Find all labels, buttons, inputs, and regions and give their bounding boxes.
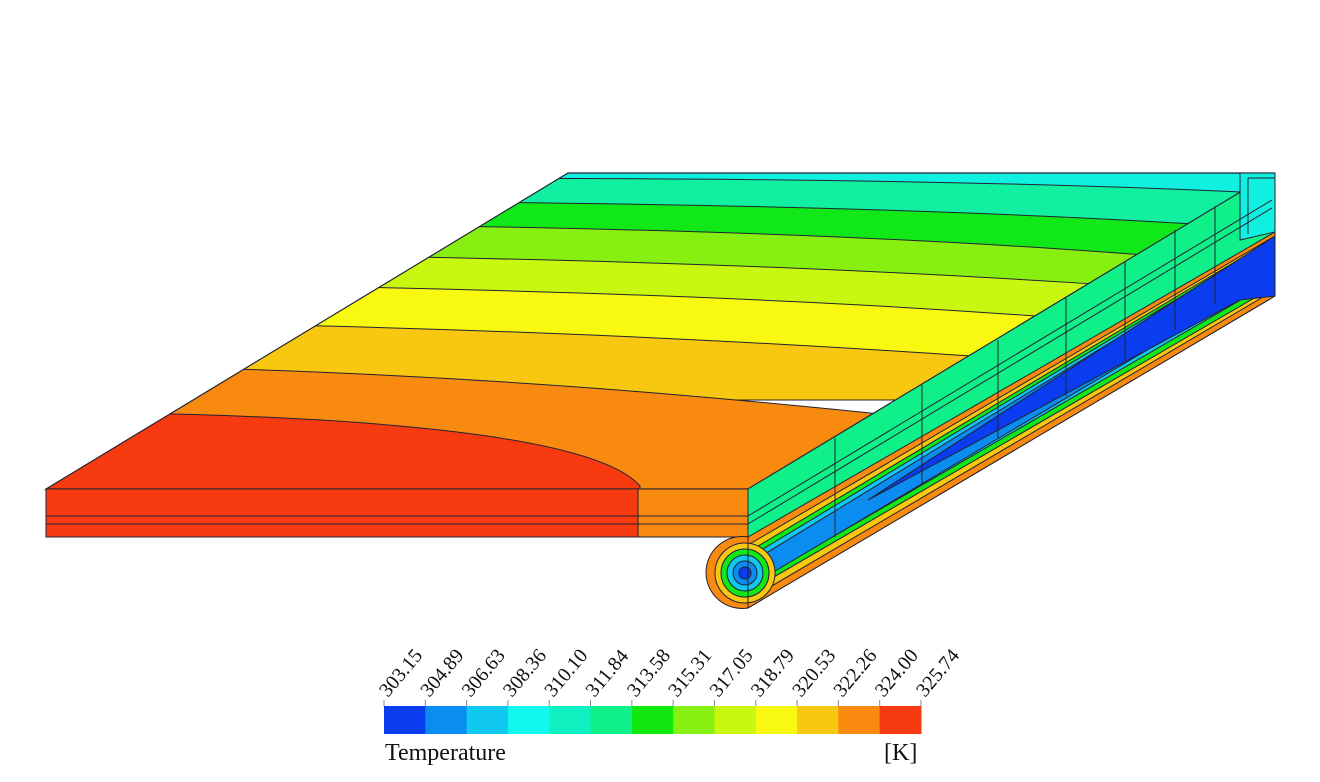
colorbar-segment [673, 706, 715, 734]
tube-core [738, 566, 752, 580]
colorbar-segment [631, 706, 674, 734]
colorbar-tick-labels: 303.15304.89306.63308.36310.10311.84313.… [375, 645, 964, 706]
colorbar-tick-label: 306.63 [458, 645, 510, 701]
colorbar-tick-label: 325.74 [912, 645, 964, 701]
colorbar-segment [714, 706, 757, 734]
colorbar-segment [549, 706, 592, 734]
side-top-cyan [1239, 172, 1276, 241]
legend-title: Temperature [385, 740, 506, 766]
tube-end [705, 536, 776, 609]
colorbar-tick-label: 317.05 [705, 645, 757, 701]
colorbar-segment [838, 706, 881, 734]
front-red [45, 488, 639, 538]
plate-front-face [45, 488, 749, 538]
colorbar-segment [507, 706, 550, 734]
plate-right-side [744, 172, 1276, 609]
plate-top-face [46, 173, 1272, 489]
colorbar-tick-label: 315.31 [664, 645, 716, 701]
colorbar-segment [425, 706, 468, 734]
colorbar-segment [755, 706, 798, 734]
colorbar-tick-label: 320.53 [788, 645, 840, 701]
colorbar-tick-label: 311.84 [582, 646, 634, 702]
colorbar-tick-label: 310.10 [540, 645, 592, 701]
colorbar-segment [797, 706, 839, 734]
colorbar-tick-label: 303.15 [375, 645, 427, 701]
temperature-colorbar [384, 706, 922, 734]
colorbar-tick-label: 308.36 [499, 645, 551, 701]
colorbar-segment [590, 706, 633, 734]
colorbar-segment [384, 706, 426, 734]
colorbar-segment [879, 706, 922, 734]
colorbar-tick-label: 322.26 [829, 645, 881, 701]
front-orange [637, 488, 749, 538]
colorbar-tick-label: 324.00 [871, 645, 923, 701]
colorbar-tick-label: 313.58 [623, 645, 675, 701]
colorbar-tick-label: 304.89 [416, 645, 468, 701]
side-blue-core [867, 235, 1276, 501]
colorbar-segment [466, 706, 509, 734]
colorbar-tick-label: 318.79 [747, 645, 799, 701]
legend-unit: [K] [884, 740, 918, 766]
